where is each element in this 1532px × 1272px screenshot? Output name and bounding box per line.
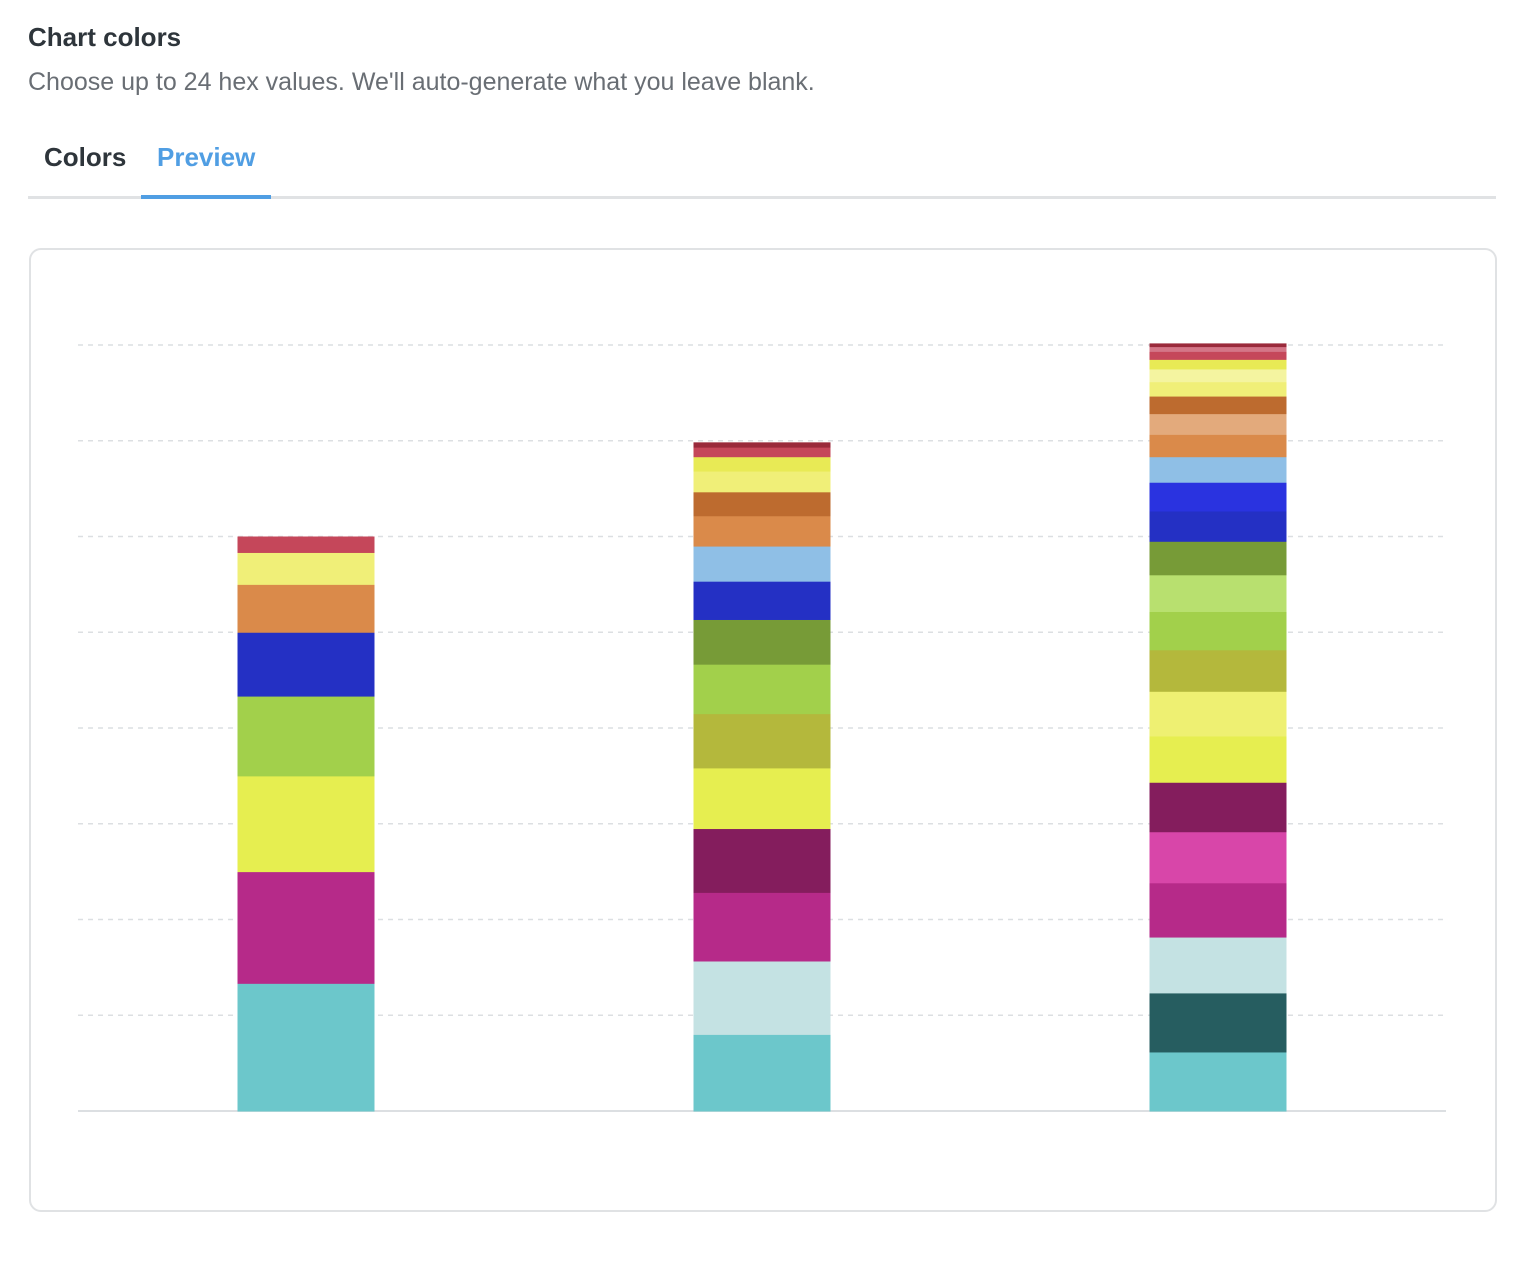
bar-segment[interactable] xyxy=(1149,735,1287,783)
bar-segment[interactable] xyxy=(1149,368,1287,383)
bar-segment[interactable] xyxy=(1149,351,1287,360)
bar-segment[interactable] xyxy=(1149,611,1287,651)
bar-segment[interactable] xyxy=(693,664,831,715)
bar-segment[interactable] xyxy=(693,1034,831,1112)
bar-segment[interactable] xyxy=(1149,1051,1287,1112)
bar-segment[interactable] xyxy=(1149,831,1287,884)
bar-segment[interactable] xyxy=(1149,992,1287,1053)
bar-segment[interactable] xyxy=(237,536,375,553)
bar-segment[interactable] xyxy=(237,584,375,633)
bar-segment[interactable] xyxy=(237,775,375,873)
bar-segment[interactable] xyxy=(1149,434,1287,458)
bar-segment[interactable] xyxy=(693,447,831,458)
bar-segment[interactable] xyxy=(693,456,831,472)
bar-segment[interactable] xyxy=(693,960,831,1035)
bar-segment[interactable] xyxy=(693,892,831,962)
bar-segment[interactable] xyxy=(693,515,831,547)
bar-segment[interactable] xyxy=(237,552,375,585)
bar-segment[interactable] xyxy=(693,828,831,893)
bar-segment[interactable] xyxy=(237,632,375,697)
bar-segment[interactable] xyxy=(1149,456,1287,483)
bar-segment[interactable] xyxy=(1149,346,1287,352)
bar-segment[interactable] xyxy=(1149,381,1287,397)
bar-segment[interactable] xyxy=(237,696,375,777)
bar-segment[interactable] xyxy=(1149,691,1287,737)
bar-segment[interactable] xyxy=(693,546,831,582)
bar-segment[interactable] xyxy=(1149,882,1287,938)
bar-segment[interactable] xyxy=(1149,574,1287,613)
bar-segment[interactable] xyxy=(1149,649,1287,692)
bar-segment[interactable] xyxy=(237,983,375,1112)
bar-segment[interactable] xyxy=(1149,359,1287,370)
bar-segment[interactable] xyxy=(1149,510,1287,542)
bar-segment[interactable] xyxy=(693,581,831,620)
section-subtitle: Choose up to 24 hex values. We'll auto-g… xyxy=(28,68,815,96)
bar-segment[interactable] xyxy=(693,471,831,493)
chart-preview-card xyxy=(29,248,1497,1212)
tab-preview[interactable]: Preview xyxy=(141,142,272,199)
bar-segment[interactable] xyxy=(237,871,375,984)
section-title: Chart colors xyxy=(28,22,182,52)
bar-segment[interactable] xyxy=(693,713,831,769)
bar-segment[interactable] xyxy=(693,442,831,448)
bar-segment[interactable] xyxy=(1149,541,1287,576)
bar-segment[interactable] xyxy=(1149,413,1287,435)
bar-segment[interactable] xyxy=(693,491,831,517)
bar-segment[interactable] xyxy=(1149,482,1287,512)
bar-segment[interactable] xyxy=(693,619,831,665)
tab-bar: Colors Preview xyxy=(28,130,1496,199)
bar-segment[interactable] xyxy=(1149,343,1287,348)
bar-segment[interactable] xyxy=(1149,782,1287,833)
bar-segment[interactable] xyxy=(1149,937,1287,994)
bar-segment[interactable] xyxy=(1149,396,1287,415)
bar-segment[interactable] xyxy=(693,767,831,830)
tab-colors[interactable]: Colors xyxy=(44,142,127,172)
